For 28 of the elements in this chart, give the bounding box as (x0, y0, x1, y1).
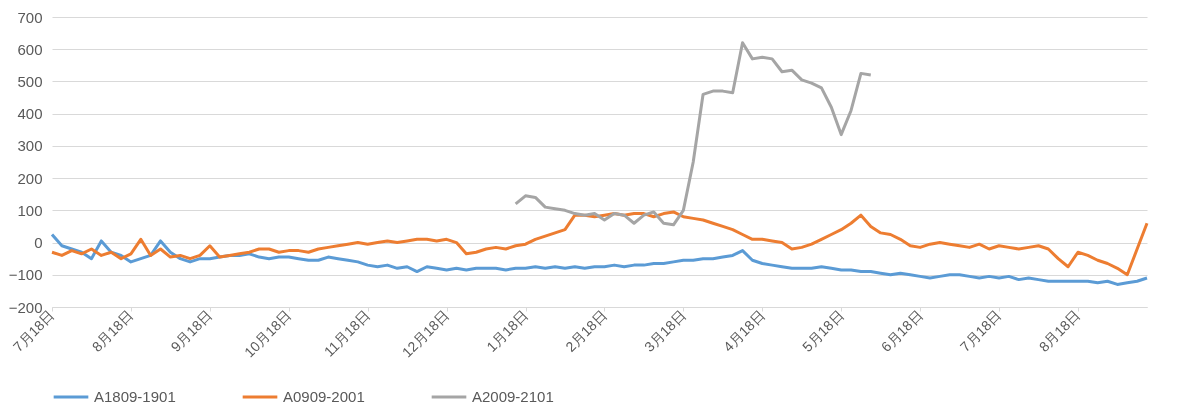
x-tick-label: 8月18日 (1035, 307, 1084, 355)
legend-label: A1809-1901 (94, 388, 176, 405)
x-tick-label: 5月18日 (799, 307, 847, 355)
line-series (50, 233, 1149, 286)
line-series (514, 41, 873, 227)
y-tick-label: −100 (8, 266, 43, 284)
y-tick-label: 400 (17, 105, 43, 123)
y-tick-label: 700 (17, 8, 43, 26)
x-tick-label: 8月18日 (88, 307, 137, 355)
legend-label: A2009-2101 (472, 388, 554, 405)
y-tick-label: 600 (17, 40, 43, 58)
line-series (50, 210, 1149, 277)
x-tick-label: 4月18日 (720, 307, 768, 355)
x-tick-label: 6月18日 (877, 307, 926, 355)
x-tick-label: 7月18日 (956, 307, 1005, 355)
x-tick-label: 12月18日 (398, 307, 453, 361)
y-tick-label: 100 (17, 201, 43, 219)
y-tick-label: 200 (17, 169, 43, 187)
x-tick-label: 10月18日 (241, 307, 295, 361)
x-tick-label: 11月18日 (320, 307, 374, 360)
x-tick-label: 1月18日 (483, 307, 531, 355)
y-tick-label: 0 (34, 234, 43, 252)
x-tick-label: 3月18日 (641, 307, 689, 355)
y-tick-label: 300 (17, 137, 43, 155)
legend-label: A0909-2001 (283, 388, 365, 405)
y-tick-label: 500 (17, 72, 43, 90)
x-tick-label: 2月18日 (562, 307, 610, 355)
x-tick-label: 9月18日 (167, 307, 216, 355)
